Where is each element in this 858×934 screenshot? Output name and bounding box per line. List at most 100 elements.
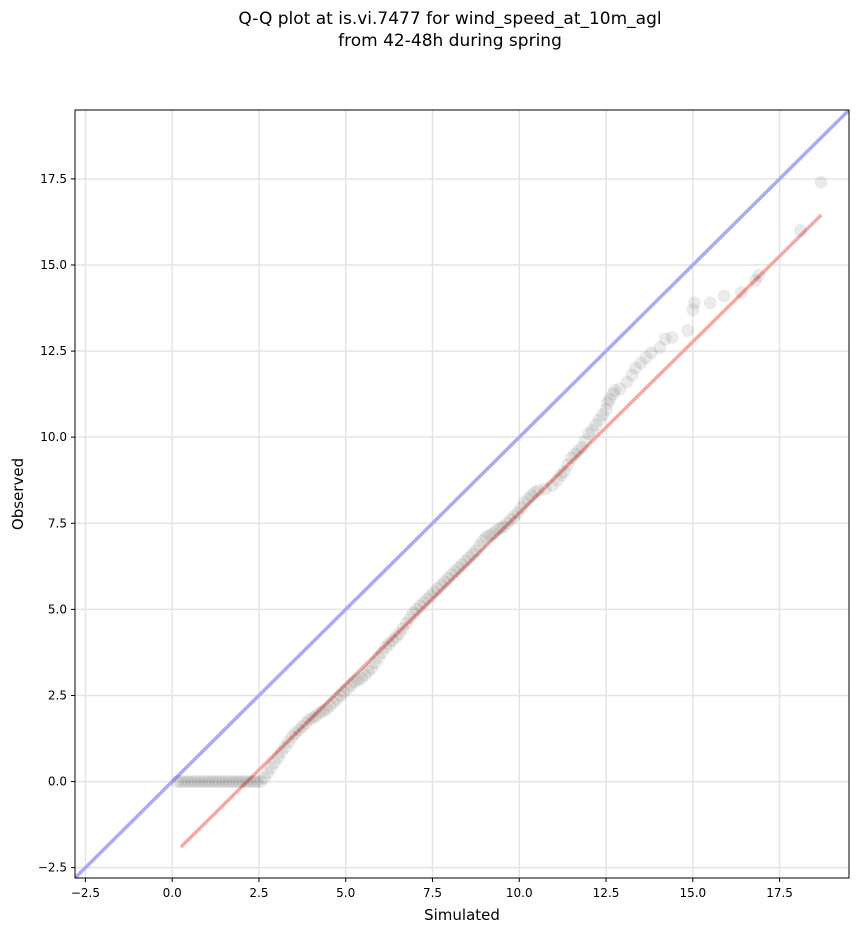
data-point xyxy=(603,392,617,406)
data-point xyxy=(620,375,634,389)
y-axis-label: Observed xyxy=(9,458,27,530)
data-point xyxy=(195,775,209,789)
data-point xyxy=(601,396,615,410)
x-tick-label: 5.0 xyxy=(336,886,355,900)
data-point xyxy=(365,661,379,675)
data-point xyxy=(458,554,472,568)
y-tick-label: 0.0 xyxy=(48,775,67,789)
data-point xyxy=(229,775,243,789)
x-tick-label: 0.0 xyxy=(163,886,182,900)
data-point xyxy=(417,595,431,609)
data-point xyxy=(375,645,389,659)
data-point xyxy=(268,756,282,770)
data-point xyxy=(748,273,762,287)
data-point xyxy=(177,775,191,789)
x-tick-label: −2.5 xyxy=(71,886,100,900)
data-point xyxy=(347,675,361,689)
data-point xyxy=(327,695,341,709)
data-point xyxy=(191,775,205,789)
data-point xyxy=(465,547,479,561)
data-point xyxy=(222,775,236,789)
data-point xyxy=(500,516,514,530)
data-point xyxy=(368,656,382,670)
data-point xyxy=(233,775,247,789)
data-point xyxy=(472,539,486,553)
data-point xyxy=(658,332,672,346)
data-points xyxy=(170,175,828,789)
reference-lines xyxy=(75,110,849,878)
y-tick-label: 7.5 xyxy=(48,516,67,530)
identity-line xyxy=(75,110,849,878)
data-point xyxy=(531,484,545,498)
data-point xyxy=(479,530,493,544)
data-point xyxy=(568,447,582,461)
data-point xyxy=(281,735,295,749)
data-point xyxy=(752,268,766,282)
data-point xyxy=(396,621,410,635)
data-point xyxy=(330,692,344,706)
data-point xyxy=(441,571,455,585)
data-point xyxy=(271,750,285,764)
data-point xyxy=(174,775,188,789)
data-point xyxy=(511,506,525,520)
data-point xyxy=(254,775,268,789)
data-point xyxy=(184,775,198,789)
y-tick-label: 10.0 xyxy=(40,430,67,444)
data-point xyxy=(734,286,748,300)
data-point xyxy=(181,775,195,789)
data-point xyxy=(592,413,606,427)
chart-title: Q-Q plot at is.vi.7477 for wind_speed_at… xyxy=(0,8,858,52)
data-point xyxy=(686,303,700,317)
data-point xyxy=(261,766,275,780)
y-tick-label: 17.5 xyxy=(40,172,67,186)
data-point xyxy=(448,564,462,578)
data-point xyxy=(524,489,538,503)
data-point xyxy=(420,592,434,606)
y-tick-label: 5.0 xyxy=(48,602,67,616)
data-point xyxy=(545,478,559,492)
data-point xyxy=(514,501,528,515)
x-tick-label: 7.5 xyxy=(423,886,442,900)
data-point xyxy=(288,726,302,740)
data-point xyxy=(681,323,695,337)
data-point xyxy=(334,688,348,702)
data-point xyxy=(717,289,731,303)
data-point xyxy=(170,775,184,789)
data-point xyxy=(340,682,354,696)
data-point xyxy=(629,361,643,375)
data-point xyxy=(507,509,521,523)
data-point xyxy=(688,296,702,310)
data-point xyxy=(606,387,620,401)
x-tick-label: 10.0 xyxy=(506,886,533,900)
data-point xyxy=(625,368,639,382)
data-point xyxy=(275,745,289,759)
data-point xyxy=(354,671,368,685)
data-point xyxy=(257,771,271,785)
data-point xyxy=(665,330,679,344)
data-point xyxy=(599,403,613,417)
data-point xyxy=(528,485,542,499)
data-point xyxy=(302,713,316,727)
data-point xyxy=(557,465,571,479)
data-point xyxy=(236,775,250,789)
data-point xyxy=(219,775,233,789)
data-point xyxy=(202,775,216,789)
data-point xyxy=(351,673,365,687)
grid-layer xyxy=(75,110,849,878)
data-point xyxy=(703,296,717,310)
chart-title-line-1: Q-Q plot at is.vi.7477 for wind_speed_at… xyxy=(238,9,662,29)
data-point xyxy=(337,685,351,699)
data-point xyxy=(247,775,261,789)
data-point xyxy=(316,704,330,718)
data-point xyxy=(653,341,667,355)
data-point xyxy=(644,346,658,360)
plot-frame xyxy=(74,109,850,879)
data-point xyxy=(434,578,448,592)
data-point xyxy=(292,723,306,737)
data-point xyxy=(634,356,648,370)
x-tick-label: 17.5 xyxy=(766,886,793,900)
data-point xyxy=(320,702,334,716)
data-point xyxy=(243,775,257,789)
data-point xyxy=(382,637,396,651)
